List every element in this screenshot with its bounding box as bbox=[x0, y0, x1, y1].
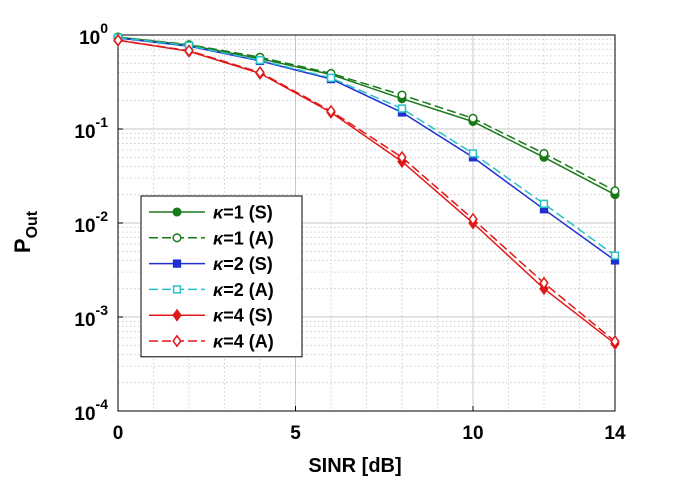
y-tick-label: 10-3 bbox=[74, 302, 108, 331]
x-axis-ticks: 0 5 10 14 bbox=[113, 406, 626, 444]
data-point bbox=[397, 150, 407, 164]
legend-label-symbol: κ bbox=[213, 203, 224, 223]
legend-marker bbox=[172, 233, 182, 243]
data-point bbox=[255, 65, 265, 79]
legend: κ=1 (S)κ=1 (A)κ=2 (S)κ=2 (A)κ=4 (S)κ=4 (… bbox=[140, 195, 303, 358]
data-point bbox=[610, 251, 620, 260]
legend-label-symbol: κ bbox=[213, 280, 224, 300]
y-tick-exponent: -4 bbox=[96, 396, 109, 412]
y-tick-label: 10-2 bbox=[74, 208, 108, 237]
y-tick-label: 10-4 bbox=[74, 396, 108, 425]
data-point bbox=[397, 104, 407, 113]
data-point bbox=[113, 33, 123, 47]
legend-marker bbox=[172, 207, 182, 217]
y-tick-exponent: 0 bbox=[100, 20, 108, 36]
y-axis-label-main: P bbox=[10, 238, 35, 253]
x-tick-label: 5 bbox=[290, 423, 301, 444]
legend-label: κ=1 (A) bbox=[213, 228, 274, 248]
legend-label-text: =2 (S) bbox=[223, 254, 273, 274]
y-tick-base: 10 bbox=[74, 122, 95, 143]
legend-item: κ=4 (A) bbox=[149, 332, 274, 352]
data-point bbox=[326, 104, 336, 118]
y-axis-label: POut bbox=[10, 210, 41, 253]
legend-label-text: =1 (S) bbox=[223, 203, 273, 223]
legend-box bbox=[140, 195, 303, 358]
x-tick-label: 14 bbox=[604, 423, 626, 444]
data-point bbox=[468, 149, 478, 158]
legend-label-text: =1 (A) bbox=[223, 228, 274, 248]
legend-label: κ=4 (A) bbox=[213, 332, 274, 352]
y-axis-label-sub: Out bbox=[24, 210, 41, 238]
y-tick-base: 10 bbox=[74, 216, 95, 237]
legend-label-symbol: κ bbox=[213, 254, 224, 274]
data-point bbox=[184, 44, 194, 58]
legend-item: κ=2 (S) bbox=[149, 254, 273, 274]
x-axis-label: SINR [dB] bbox=[308, 455, 401, 477]
series-layer bbox=[113, 32, 620, 351]
x-tick-label: 0 bbox=[113, 423, 124, 444]
x-tick-label: 10 bbox=[462, 423, 483, 444]
legend-label-symbol: κ bbox=[213, 332, 224, 352]
legend-label-text: =4 (A) bbox=[223, 332, 274, 352]
y-tick-base: 10 bbox=[79, 28, 100, 49]
legend-marker bbox=[172, 259, 182, 268]
data-point bbox=[539, 276, 549, 290]
legend-item: κ=1 (S) bbox=[149, 203, 273, 223]
data-point bbox=[539, 148, 549, 158]
y-tick-exponent: -2 bbox=[96, 208, 109, 224]
legend-label-text: =2 (A) bbox=[223, 280, 274, 300]
y-tick-exponent: -1 bbox=[96, 114, 109, 130]
legend-marker bbox=[172, 285, 182, 294]
series-2 bbox=[113, 32, 620, 196]
data-point bbox=[610, 186, 620, 196]
data-point bbox=[397, 90, 407, 100]
series-line bbox=[117, 36, 616, 257]
series-6 bbox=[113, 33, 620, 348]
legend-label: κ=1 (S) bbox=[213, 203, 273, 223]
data-point bbox=[610, 334, 620, 348]
legend-label-symbol: κ bbox=[213, 306, 224, 326]
data-point bbox=[539, 199, 549, 208]
legend-item: κ=1 (A) bbox=[149, 228, 274, 248]
series-line bbox=[117, 39, 616, 342]
series-line bbox=[117, 36, 616, 192]
data-point bbox=[468, 113, 478, 123]
legend-label-symbol: κ bbox=[213, 228, 224, 248]
legend-label-text: =4 (S) bbox=[223, 306, 273, 326]
legend-marker bbox=[172, 334, 182, 348]
y-tick-label: 10-1 bbox=[74, 114, 108, 143]
legend-item: κ=4 (S) bbox=[149, 306, 273, 326]
legend-item: κ=2 (A) bbox=[149, 280, 274, 300]
data-point bbox=[326, 73, 336, 83]
y-tick-base: 10 bbox=[74, 310, 95, 331]
y-tick-label: 100 bbox=[79, 20, 108, 49]
y-tick-exponent: -3 bbox=[96, 302, 109, 318]
y-tick-base: 10 bbox=[74, 404, 95, 425]
legend-label: κ=2 (A) bbox=[213, 280, 274, 300]
legend-label: κ=4 (S) bbox=[213, 306, 273, 326]
data-point bbox=[468, 212, 478, 226]
legend-label: κ=2 (S) bbox=[213, 254, 273, 274]
data-point bbox=[255, 56, 265, 65]
legend-marker bbox=[172, 308, 182, 322]
